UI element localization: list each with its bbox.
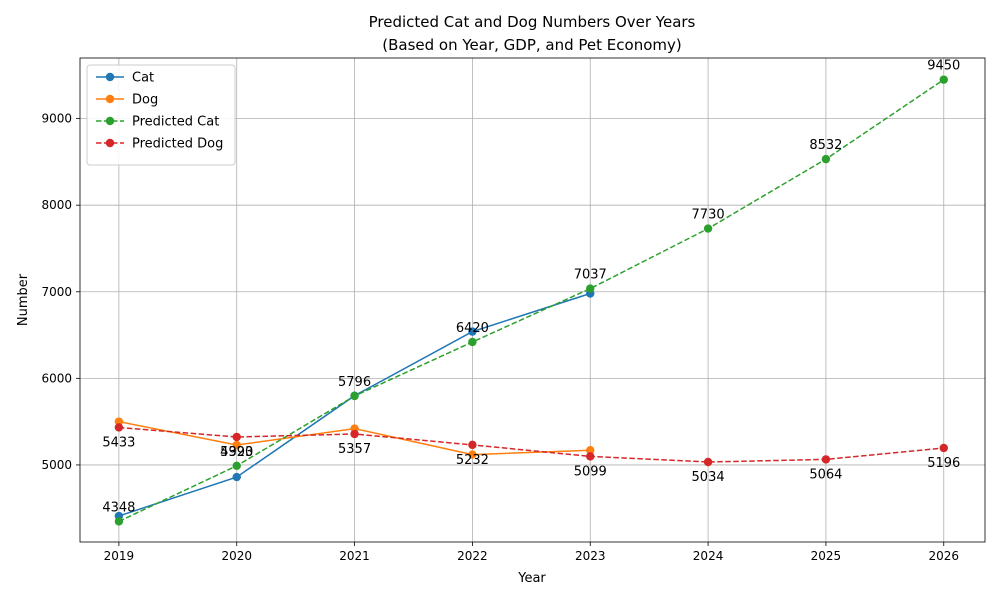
- data-point-predicted-cat: [703, 224, 713, 233]
- x-axis-label: Year: [517, 571, 546, 586]
- data-point-cat: [232, 472, 241, 482]
- axes: 2019 2020 2021 2022 2023 2024 2025 2026 5000 6000…: [41, 57, 986, 563]
- legend-box: [86, 64, 236, 166]
- data-point-predicted-cat: [232, 461, 241, 471]
- data-point-predicted-cat: [468, 337, 477, 347]
- x-tick-label: 2025: [811, 549, 842, 563]
- legend: Cat Dog Predicted Cat Predicted Dog: [86, 64, 236, 166]
- data-label-predicted-cat: 7730: [692, 208, 725, 223]
- legend-marker-cat: [105, 72, 115, 82]
- data-label-predicted-dog: 5064: [809, 467, 842, 482]
- chart-title: Predicted Cat and Dog Numbers Over Years: [369, 13, 696, 31]
- data-label-predicted-cat: 4348: [102, 500, 135, 515]
- data-point-dog: [468, 450, 477, 459]
- data-point-dog: [586, 446, 595, 455]
- data-point-dog: [114, 417, 124, 426]
- legend-label-cat: Cat: [132, 71, 154, 86]
- y-tick-label: 9000: [41, 112, 72, 126]
- x-tick-label: 2026: [928, 549, 959, 563]
- data-point-predicted-dog: [114, 423, 124, 432]
- chart-subtitle: (Based on Year, GDP, and Pet Economy): [382, 36, 681, 54]
- x-tick-label: 2024: [693, 549, 724, 563]
- data-point-predicted-dog: [939, 443, 948, 453]
- data-point-predicted-cat: [821, 154, 831, 164]
- legend-label-predicted-dog: Predicted Dog: [132, 137, 223, 152]
- plot-frame: [79, 57, 986, 543]
- legend-marker-dog: [105, 94, 115, 104]
- x-tick-label: 2022: [457, 549, 488, 563]
- data-label-predicted-dog: 5357: [338, 442, 371, 457]
- data-label-predicted-dog: 5433: [102, 435, 135, 450]
- data-point-predicted-cat: [586, 284, 595, 293]
- series-layer: [114, 75, 948, 526]
- data-point-cat: [468, 327, 477, 336]
- x-tick-label: 2020: [221, 549, 252, 563]
- data-label-predicted-dog: 5232: [456, 453, 489, 468]
- y-axis-label: Number: [16, 273, 31, 326]
- data-labels: 4348 4990 5796 6420 7037 7730 8532 9450 5433 5323…: [102, 59, 960, 516]
- data-point-predicted-cat: [350, 391, 359, 401]
- data-label-predicted-dog: 5099: [574, 464, 607, 479]
- x-tick-label: 2023: [575, 549, 606, 563]
- data-point-predicted-cat: [939, 75, 948, 84]
- data-label-predicted-cat: 5796: [338, 375, 371, 390]
- data-label-predicted-cat: 7037: [574, 268, 607, 283]
- data-point-predicted-dog: [586, 452, 595, 461]
- series-line-predicted-cat: [118, 78, 945, 523]
- legend-marker-predicted-cat: [105, 116, 115, 126]
- data-label-predicted-cat: 9450: [927, 59, 960, 74]
- data-point-predicted-dog: [232, 432, 241, 442]
- legend-marker-predicted-dog: [105, 138, 115, 148]
- data-label-predicted-cat: 4990: [220, 445, 253, 460]
- y-tick-label: 7000: [41, 285, 72, 299]
- data-label-predicted-dog: 5034: [692, 470, 725, 485]
- y-tick-label: 8000: [41, 198, 72, 212]
- data-point-dog: [232, 440, 241, 450]
- data-point-predicted-dog: [350, 429, 359, 439]
- data-label-predicted-cat: 6420: [456, 321, 489, 336]
- legend-label-dog: Dog: [132, 93, 158, 108]
- x-tick-label: 2019: [104, 549, 135, 563]
- data-label-predicted-dog: 5323: [220, 445, 253, 460]
- grid-lines: [80, 58, 985, 542]
- legend-label-predicted-cat: Predicted Cat: [132, 115, 219, 130]
- y-tick-label: 6000: [41, 371, 72, 385]
- y-tick-label: 5000: [41, 458, 72, 472]
- data-point-predicted-cat: [114, 517, 124, 526]
- data-label-predicted-dog: 5196: [927, 456, 960, 471]
- x-tick-label: 2021: [339, 549, 370, 563]
- data-point-predicted-dog: [821, 455, 831, 464]
- series-line-predicted-dog: [118, 426, 944, 463]
- data-point-predicted-dog: [468, 440, 477, 450]
- data-label-predicted-cat: 8532: [809, 138, 842, 153]
- data-point-predicted-dog: [703, 457, 713, 467]
